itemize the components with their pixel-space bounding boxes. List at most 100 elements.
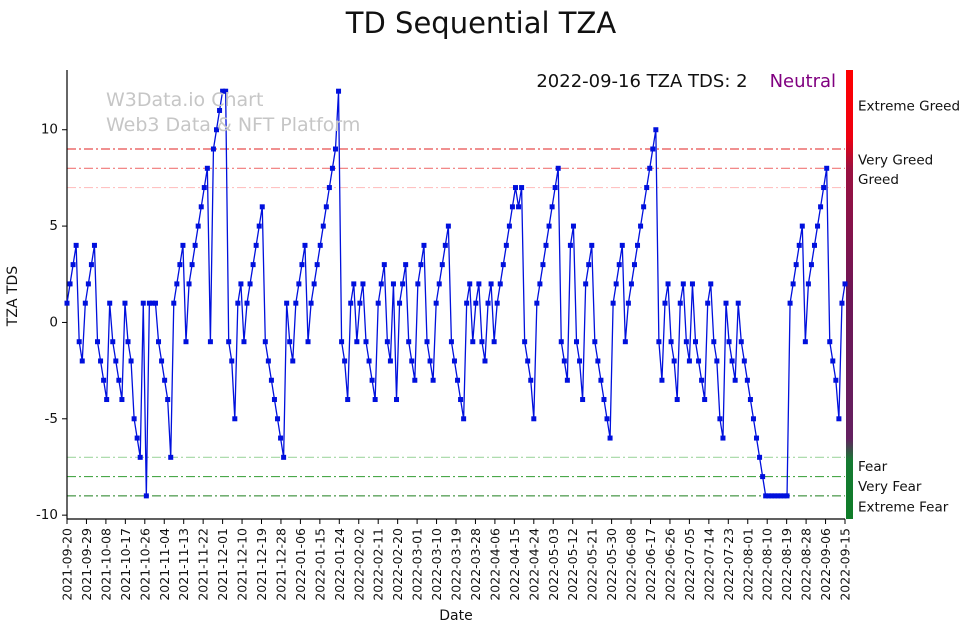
tds-marker bbox=[244, 300, 250, 306]
tds-marker bbox=[305, 339, 311, 345]
tds-marker bbox=[680, 281, 686, 287]
tds-marker bbox=[744, 377, 750, 383]
tds-marker bbox=[143, 493, 149, 499]
tds-marker bbox=[177, 262, 183, 268]
x-tick-label: 2022-09-15 bbox=[838, 528, 853, 601]
tds-marker bbox=[448, 339, 454, 345]
tds-marker bbox=[439, 262, 445, 268]
tds-marker bbox=[403, 262, 409, 268]
tds-marker bbox=[506, 223, 512, 229]
tds-marker bbox=[824, 165, 830, 171]
tds-marker bbox=[635, 242, 641, 248]
tds-marker bbox=[534, 300, 540, 306]
tds-marker bbox=[604, 416, 610, 422]
x-tick-label: 2022-03-01 bbox=[410, 528, 425, 601]
x-tick-label: 2022-03-10 bbox=[429, 528, 444, 601]
tds-marker bbox=[238, 281, 244, 287]
tds-marker bbox=[165, 397, 171, 403]
tds-marker bbox=[686, 358, 692, 364]
tds-marker bbox=[653, 127, 659, 133]
tds-marker bbox=[592, 339, 598, 345]
x-tick-label: 2022-01-24 bbox=[332, 528, 347, 601]
sentiment-scale-bar bbox=[846, 70, 853, 519]
tds-marker bbox=[757, 454, 763, 460]
tds-marker bbox=[406, 339, 412, 345]
tds-marker bbox=[342, 358, 348, 364]
tds-marker bbox=[314, 262, 320, 268]
tds-marker bbox=[326, 185, 332, 191]
tds-marker bbox=[220, 88, 226, 94]
tds-marker bbox=[677, 300, 683, 306]
tds-marker bbox=[522, 339, 528, 345]
x-tick-label: 2022-05-21 bbox=[585, 528, 600, 601]
tds-marker bbox=[647, 165, 653, 171]
tds-marker bbox=[574, 339, 580, 345]
tds-marker bbox=[372, 397, 378, 403]
tds-marker bbox=[491, 339, 497, 345]
tds-marker bbox=[299, 262, 305, 268]
tds-marker bbox=[796, 242, 802, 248]
x-tick-label: 2022-05-12 bbox=[565, 528, 580, 601]
tds-marker bbox=[650, 146, 656, 152]
x-tick-label: 2022-03-28 bbox=[468, 528, 483, 601]
tds-marker bbox=[256, 223, 262, 229]
x-tick-label: 2021-09-29 bbox=[79, 528, 94, 601]
tds-marker bbox=[799, 223, 805, 229]
x-tick-label: 2022-02-20 bbox=[390, 528, 405, 601]
tds-marker bbox=[619, 242, 625, 248]
tds-marker bbox=[436, 281, 442, 287]
tds-marker bbox=[708, 281, 714, 287]
tds-marker bbox=[137, 454, 143, 460]
tds-marker bbox=[85, 281, 91, 287]
tds-marker bbox=[207, 339, 213, 345]
tds-marker bbox=[302, 242, 308, 248]
tds-marker bbox=[198, 204, 204, 210]
tds-marker bbox=[723, 300, 729, 306]
tds-marker bbox=[259, 204, 265, 210]
tds-marker bbox=[329, 165, 335, 171]
tds-marker bbox=[552, 185, 558, 191]
tds-marker bbox=[412, 377, 418, 383]
tds-marker bbox=[168, 454, 174, 460]
tds-marker bbox=[732, 377, 738, 383]
tds-marker bbox=[271, 397, 277, 403]
sentiment-zone-labels: Extreme Greed Very Greed Greed Fear Very Fea… bbox=[858, 99, 960, 516]
tds-marker bbox=[290, 358, 296, 364]
tds-line bbox=[66, 90, 846, 497]
tds-marker bbox=[210, 146, 216, 152]
tds-marker bbox=[494, 300, 500, 306]
tds-marker bbox=[390, 281, 396, 287]
zone-label: Extreme Greed bbox=[858, 99, 960, 115]
tds-marker bbox=[275, 416, 281, 422]
tds-marker bbox=[665, 281, 671, 287]
tds-marker bbox=[735, 300, 741, 306]
tds-marker bbox=[247, 281, 253, 287]
tds-marker bbox=[790, 281, 796, 287]
x-tick-label: 2022-02-02 bbox=[351, 528, 366, 601]
tds-marker bbox=[98, 358, 104, 364]
tds-marker bbox=[580, 397, 586, 403]
tds-marker bbox=[64, 300, 70, 306]
tds-marker bbox=[564, 377, 570, 383]
x-tick-label: 2022-07-05 bbox=[682, 528, 697, 601]
tds-marker bbox=[479, 339, 485, 345]
tds-marker bbox=[152, 300, 158, 306]
tds-marker bbox=[567, 242, 573, 248]
tds-marker bbox=[360, 281, 366, 287]
tds-marker bbox=[586, 262, 592, 268]
tds-marker bbox=[833, 377, 839, 383]
tds-marker bbox=[458, 397, 464, 403]
tds-marker bbox=[381, 262, 387, 268]
tds-marker bbox=[613, 281, 619, 287]
tds-marker bbox=[467, 281, 473, 287]
zone-label: Greed bbox=[858, 172, 899, 188]
tds-marker bbox=[827, 339, 833, 345]
tds-marker bbox=[235, 300, 241, 306]
tds-marker bbox=[186, 281, 192, 287]
tds-marker bbox=[546, 223, 552, 229]
tds-marker bbox=[162, 377, 168, 383]
tds-marker bbox=[378, 281, 384, 287]
tds-marker bbox=[662, 300, 668, 306]
tds-marker bbox=[839, 300, 845, 306]
